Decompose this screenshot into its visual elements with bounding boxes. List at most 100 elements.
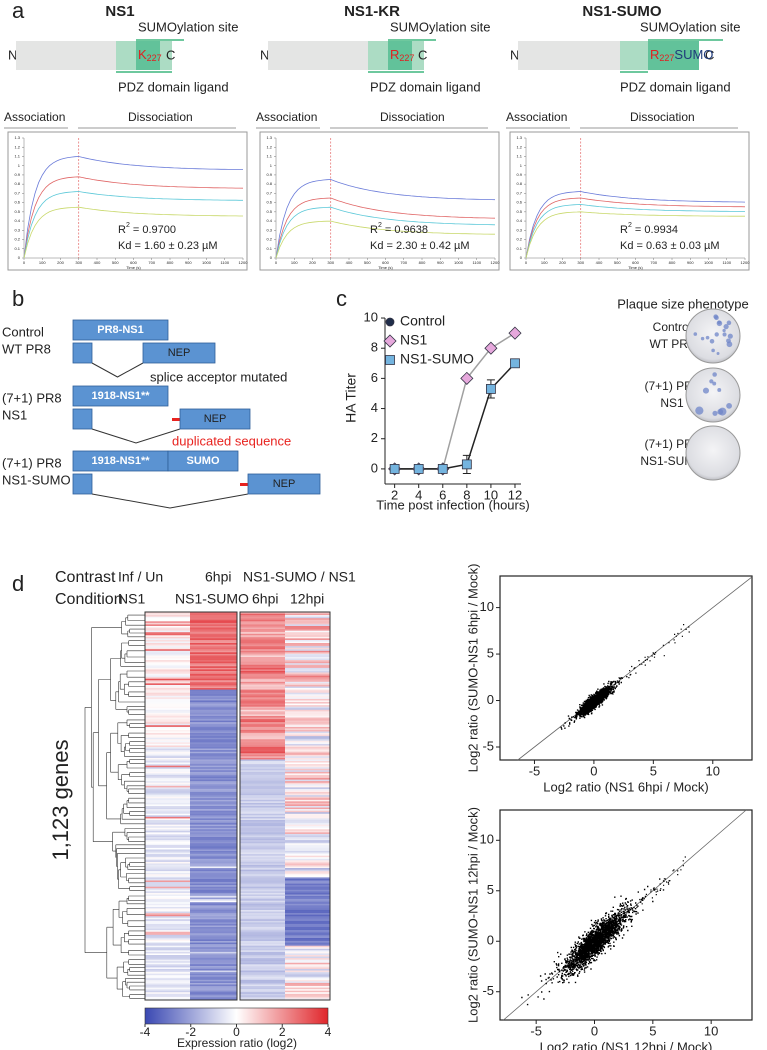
heatmap-cell: [240, 993, 285, 996]
heatmap-cell: [240, 815, 285, 818]
heatmap-cell: [240, 816, 285, 819]
y-axis-label: Log2 ratio (SUMO-NS1 12hpi / Mock): [465, 807, 480, 1023]
heatmap-cell: [190, 869, 237, 872]
heatmap-cell: [240, 807, 285, 810]
x-tick-label: 1200: [741, 260, 751, 265]
heatmap-cell: [240, 953, 285, 956]
heatmap-cell: [240, 933, 285, 936]
plate: [685, 308, 741, 364]
heatmap-cell: [145, 773, 190, 776]
heatmap-cell: [190, 934, 237, 937]
heatmap-cell: [285, 913, 330, 915]
heatmap-cell: [240, 855, 285, 858]
heatmap-cell: [190, 754, 237, 757]
heatmap-cell: [145, 841, 190, 844]
heatmap-cell: [190, 639, 237, 642]
heatmap-cell: [145, 655, 190, 658]
heatmap-cell: [145, 909, 190, 912]
heatmap-cell: [145, 660, 190, 662]
heatmap-cell: [285, 722, 330, 725]
heatmap-cell: [285, 726, 330, 729]
heatmap-cell: [285, 819, 330, 822]
heatmap-cell: [145, 742, 190, 745]
heatmap-cell: [190, 795, 237, 797]
ligand-label: PDZ domain ligand: [118, 79, 229, 94]
heatmap-cell: [285, 941, 330, 943]
heatmap-cell: [285, 945, 330, 948]
heatmap-cell: [145, 799, 190, 802]
heatmap-cell: [145, 762, 190, 765]
plaque-spot: [726, 338, 731, 344]
heatmap-cell: [240, 760, 285, 763]
heatmap-cell: [190, 644, 237, 647]
plaque-spot: [695, 406, 704, 415]
heatmap-cell: [190, 917, 237, 920]
data-point: [413, 464, 424, 474]
heatmap-cell: [240, 618, 285, 621]
heatmap-cell: [240, 796, 285, 799]
heatmap-cell: [190, 790, 237, 793]
heatmap-cell: [240, 981, 285, 984]
heatmap-cell: [240, 857, 285, 860]
heatmap-cell: [240, 995, 285, 998]
heatmap-cell: [240, 621, 285, 624]
heatmap-cell: [240, 925, 285, 928]
heatmap-cell: [285, 998, 330, 1001]
heatmap-cell: [145, 861, 190, 864]
heatmap-cell: [190, 787, 237, 790]
heatmap-cell: [285, 633, 330, 636]
heatmap-cell: [190, 760, 237, 763]
heatmap-cell: [240, 923, 285, 926]
sensorgram-curve: [23, 176, 244, 259]
heatmap-cell: [240, 880, 285, 883]
residue-letter: R: [390, 47, 399, 62]
heatmap-cell: [240, 681, 285, 684]
dissociation-label: Dissociation: [630, 110, 695, 124]
heatmap-cell: [145, 947, 190, 950]
heatmap-cell: [285, 657, 330, 659]
x-tick-label: 500: [614, 260, 621, 265]
heatmap-cell: [190, 729, 237, 732]
heatmap-cell: [145, 934, 190, 937]
heatmap-cell: [145, 681, 190, 684]
heatmap-cell: [145, 951, 190, 954]
heatmap-cell: [145, 677, 190, 680]
sensorgram-frame: [259, 131, 500, 271]
heatmap-cell: [145, 854, 190, 856]
heatmap-frame: [239, 611, 331, 1001]
heatmap-cell: [240, 674, 285, 676]
heatmap-cell: [145, 986, 190, 988]
contrast-group: Inf / Un: [118, 569, 163, 585]
heatmap-cell: [190, 833, 237, 836]
heatmap-cell: [285, 711, 330, 714]
y-tick-label: 0.4: [516, 218, 522, 223]
sensorgram-curve: [275, 206, 496, 259]
heatmap-cell: [145, 801, 190, 804]
heatmap-cell: [145, 877, 190, 880]
plaque-spot: [718, 407, 727, 416]
heatmap-cell: [285, 996, 330, 999]
heatmap-cell: [190, 858, 237, 861]
heatmap-cell: [240, 821, 285, 824]
heatmap-cell: [240, 968, 285, 971]
heatmap-cell: [190, 902, 237, 905]
y-tick-label: 0.9: [266, 172, 272, 177]
heatmap-cell: [285, 785, 330, 788]
heatmap-cell: [285, 837, 330, 839]
heatmap-cell: [240, 729, 285, 732]
heatmap-cell: [145, 667, 190, 670]
y-axis-label: Log2 ratio (SUMO-NS1 6hpi / Mock): [465, 564, 480, 773]
heatmap-cell: [285, 962, 330, 965]
heatmap-cell: [145, 723, 190, 726]
heatmap-cell: [145, 987, 190, 990]
heatmap-cell: [145, 666, 190, 669]
heatmap-cell: [240, 660, 285, 662]
heatmap-cell: [285, 846, 330, 849]
heatmap-cell: [285, 880, 330, 883]
heatmap-cell: [145, 860, 190, 863]
c-terminus: C: [166, 47, 175, 62]
heatmap-cell: [190, 661, 237, 664]
nep-label: NEP: [273, 478, 296, 490]
heatmap-cell: [285, 877, 330, 880]
heatmap-cell: [240, 764, 285, 766]
